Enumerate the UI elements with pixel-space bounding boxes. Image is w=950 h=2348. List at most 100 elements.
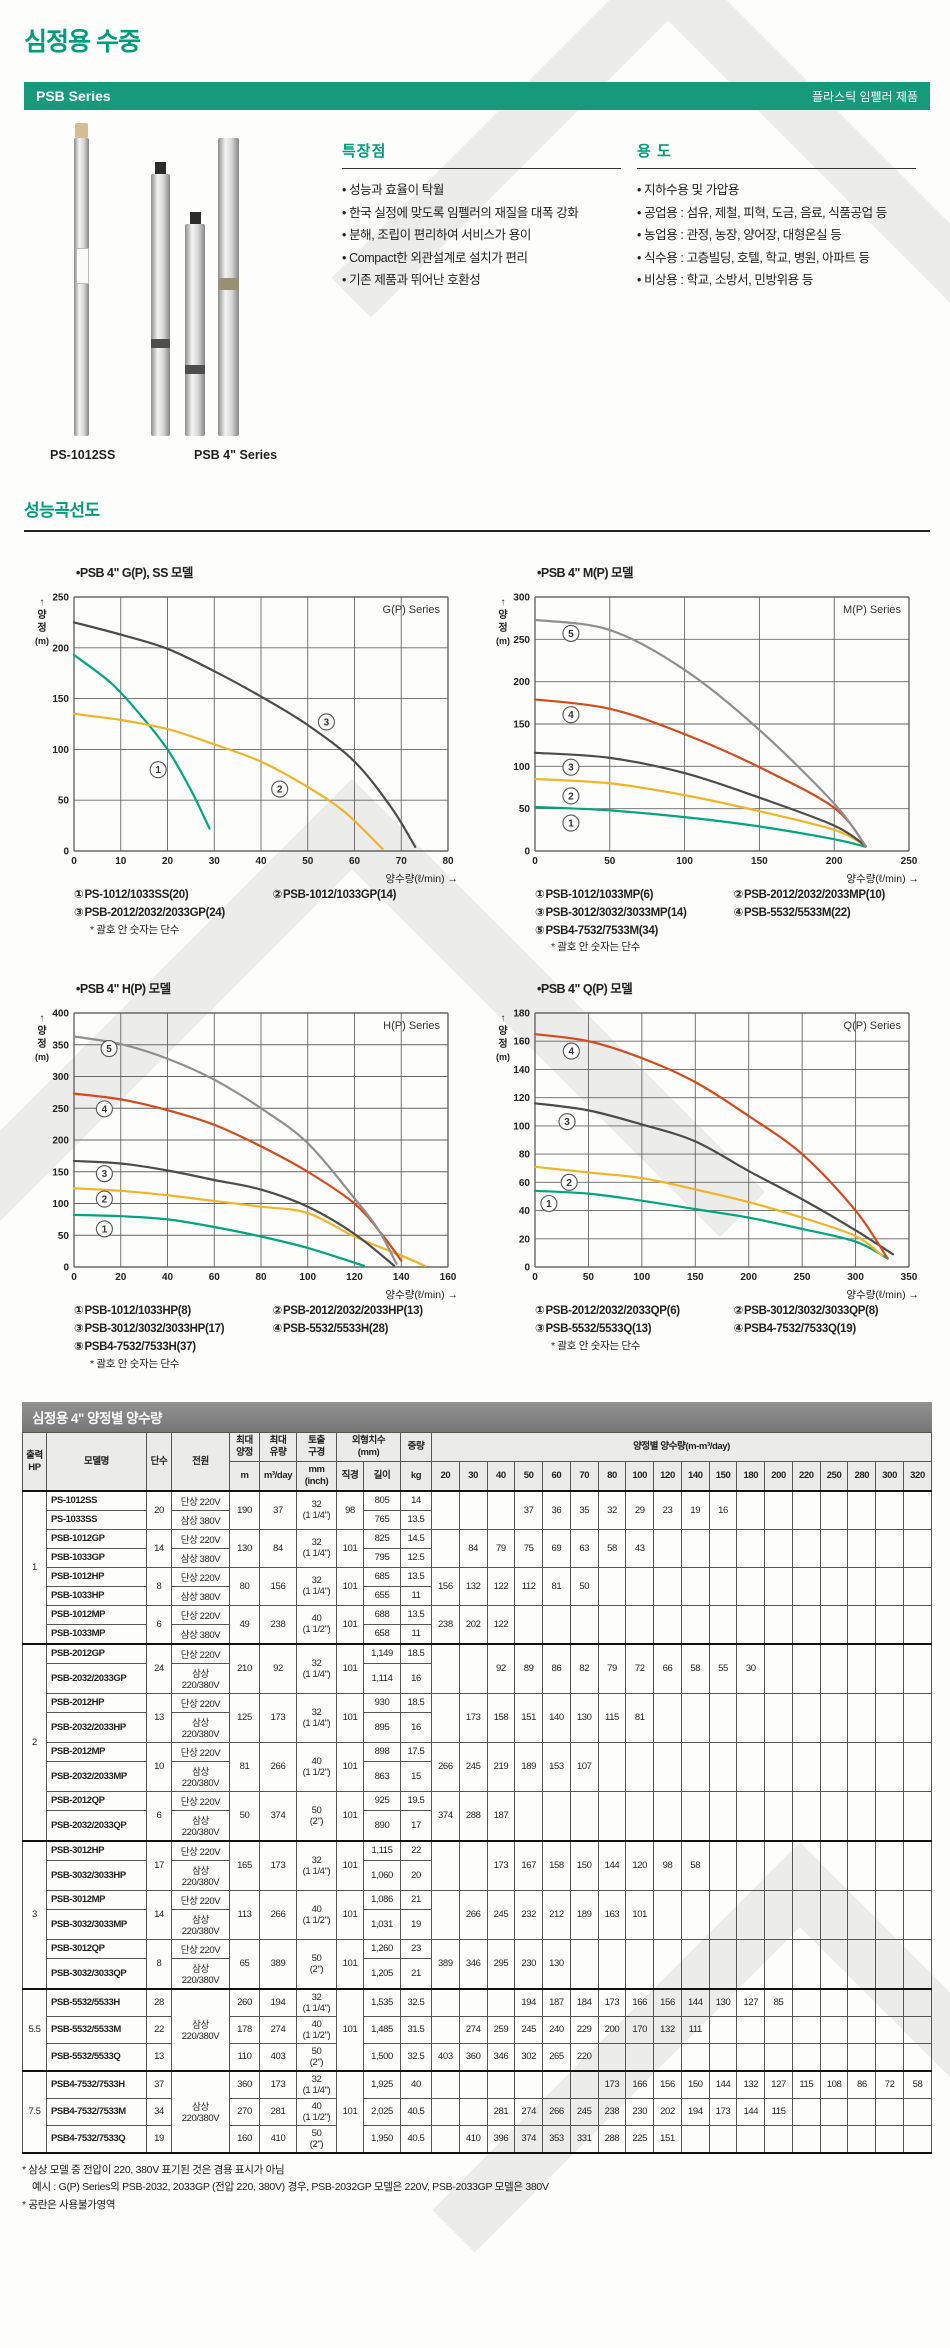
table-cell [903, 1489, 932, 1530]
table-cell: 288 [458, 1790, 488, 1842]
table-cell: 122 [486, 1566, 516, 1606]
table-cell: 19.5 [400, 1790, 432, 1811]
table-cell [653, 1790, 682, 1842]
table-header-cell: 40 [486, 1461, 516, 1492]
table-cell: 132 [653, 2015, 682, 2044]
page-title: 심정용 수중 [24, 28, 141, 56]
table-cell [903, 1790, 932, 1842]
table-footnotes: * 삼상 모델 중 전압이 220, 380V 표기된 것은 겸용 표시가 아님… [22, 2162, 932, 2214]
svg-text:140: 140 [513, 1065, 530, 1076]
intro-section: PS-1012SS PSB 4" Series 특장점 성능과 효율이 탁월한국… [22, 114, 932, 462]
table-cell: 101 [336, 1938, 364, 1990]
svg-text:0: 0 [532, 856, 538, 867]
table-cell [875, 1642, 905, 1694]
table-cell: 655 [363, 1585, 401, 1606]
table-cell: 173 [597, 1987, 627, 2017]
table-cell: 72 [625, 1642, 655, 1694]
table-cell: 84 [458, 1528, 488, 1568]
svg-text:M(P) Series: M(P) Series [843, 604, 902, 616]
table-cell: 403 [431, 2042, 460, 2072]
table-row: PSB-5532/5533M 22 178 274 40 (1 1/2") 1,485 31… [23, 2015, 932, 2044]
table-cell [736, 1604, 766, 1645]
table-cell: 84 [259, 1528, 297, 1568]
table-cell: 194 [514, 1987, 544, 2017]
table-cell: 20 [400, 1859, 432, 1891]
table-cell: 101 [625, 1889, 655, 1940]
table-cell: 단상 220V [171, 1489, 230, 1511]
table-cell [847, 1566, 877, 1606]
table-cell: 80 [229, 1566, 260, 1606]
table-cell: 101 [336, 1741, 364, 1792]
table-cell [736, 2124, 766, 2154]
table-cell [819, 1938, 849, 1990]
table-cell: PSB-2012QP [46, 1790, 147, 1811]
legend-item: ①PSB-2012/2032/2033QP(6) [535, 1305, 680, 1318]
svg-text:(m): (m) [496, 1052, 510, 1062]
svg-text:250: 250 [513, 635, 530, 646]
table-cell: 삼상 380V [171, 1509, 230, 1530]
table-cell: PSB-5532/5533H [46, 1987, 147, 2017]
table-header-cell: 20 [431, 1461, 460, 1492]
table-cell [791, 2124, 821, 2154]
table-row: PSB-3032/3033QP 삼상 220/380V 1,205 21 [23, 1957, 932, 1990]
table-cell [431, 2069, 460, 2099]
table-cell: 단상 220V [171, 1839, 230, 1861]
table-cell: 1,060 [363, 1859, 401, 1891]
table-cell: 단상 220V [171, 1790, 230, 1811]
table-cell [847, 1839, 877, 1891]
table-cell: 220 [569, 2042, 599, 2072]
table-cell [680, 1604, 710, 1645]
table-cell: 396 [486, 2124, 516, 2154]
table-cell: 688 [363, 1604, 401, 1625]
spec-table: 출력 HP 모델명 단수 전원 최대 양정 최대 유량 토출 구경 외형치수 (mm) 중량 양정… [22, 1432, 932, 2154]
legend-item: ①PSB-1012/1033HP(8) [74, 1305, 191, 1318]
table-cell [431, 2097, 460, 2126]
table-cell: 1 [22, 1489, 47, 1645]
table-cell: 13.5 [400, 1604, 432, 1625]
table-cell [847, 2015, 877, 2044]
table-row: PSB-2032/2033QP 삼상 220/380V 890 17 [23, 1809, 932, 1842]
table-cell [791, 2015, 821, 2044]
table-cell [903, 1987, 932, 2017]
svg-text:140: 140 [393, 1272, 410, 1283]
table-cell: 43 [625, 1528, 655, 1568]
table-cell: 112 [514, 1566, 544, 1606]
table-cell: 30 [736, 1642, 766, 1694]
table-cell: PSB-2032/2033QP [46, 1809, 147, 1842]
table-cell [653, 1741, 682, 1792]
table-cell: PS-1012SS [46, 1489, 147, 1511]
table-cell [764, 1566, 793, 1606]
table-cell: 122 [486, 1604, 516, 1645]
chart-legend: ①PSB-2012/2032/2033QP(6) ②PSB-3012/3032/3… [489, 1303, 932, 1354]
table-row: PSB4-7532/7533Q 19 160 410 50 (2") 1,950 40.5 4… [23, 2124, 932, 2154]
table-cell: 187 [486, 1790, 516, 1842]
table-cell [680, 1692, 710, 1743]
table-cell [764, 1741, 793, 1792]
table-cell: 130 [708, 1987, 738, 2017]
svg-text:20: 20 [519, 1234, 531, 1245]
table-cell: 202 [653, 2097, 682, 2126]
table-cell [736, 2015, 766, 2044]
svg-text:100: 100 [513, 762, 530, 773]
table-cell [791, 1839, 821, 1891]
legend-item: ④PSB-5532/5533M(22) [733, 906, 851, 919]
table-cell: 288 [597, 2124, 627, 2154]
table-cell [791, 1642, 821, 1694]
table-cell [847, 2124, 877, 2154]
table-cell: 35 [569, 1489, 599, 1530]
table-cell [764, 1790, 793, 1842]
feature-item: 성능과 효율이 탁월 [342, 179, 621, 202]
table-cell [708, 1790, 738, 1842]
table-cell: 1,925 [363, 2069, 401, 2099]
table-cell: 58 [597, 1528, 627, 1568]
table-cell: 1,086 [363, 1889, 401, 1910]
table-cell [903, 1642, 932, 1694]
table-cell [569, 1790, 599, 1842]
features-title: 특장점 [342, 140, 621, 169]
table-row: PSB-1033GP 삼상 380V 795 12.5 [23, 1547, 932, 1568]
table-cell: 58 [680, 1839, 710, 1891]
table-cell [625, 1566, 655, 1606]
table-cell: 37 [259, 1489, 297, 1530]
table-header-cell: 100 [625, 1461, 655, 1492]
table-row: PSB-1033HP 삼상 380V 655 11 [23, 1585, 932, 1606]
